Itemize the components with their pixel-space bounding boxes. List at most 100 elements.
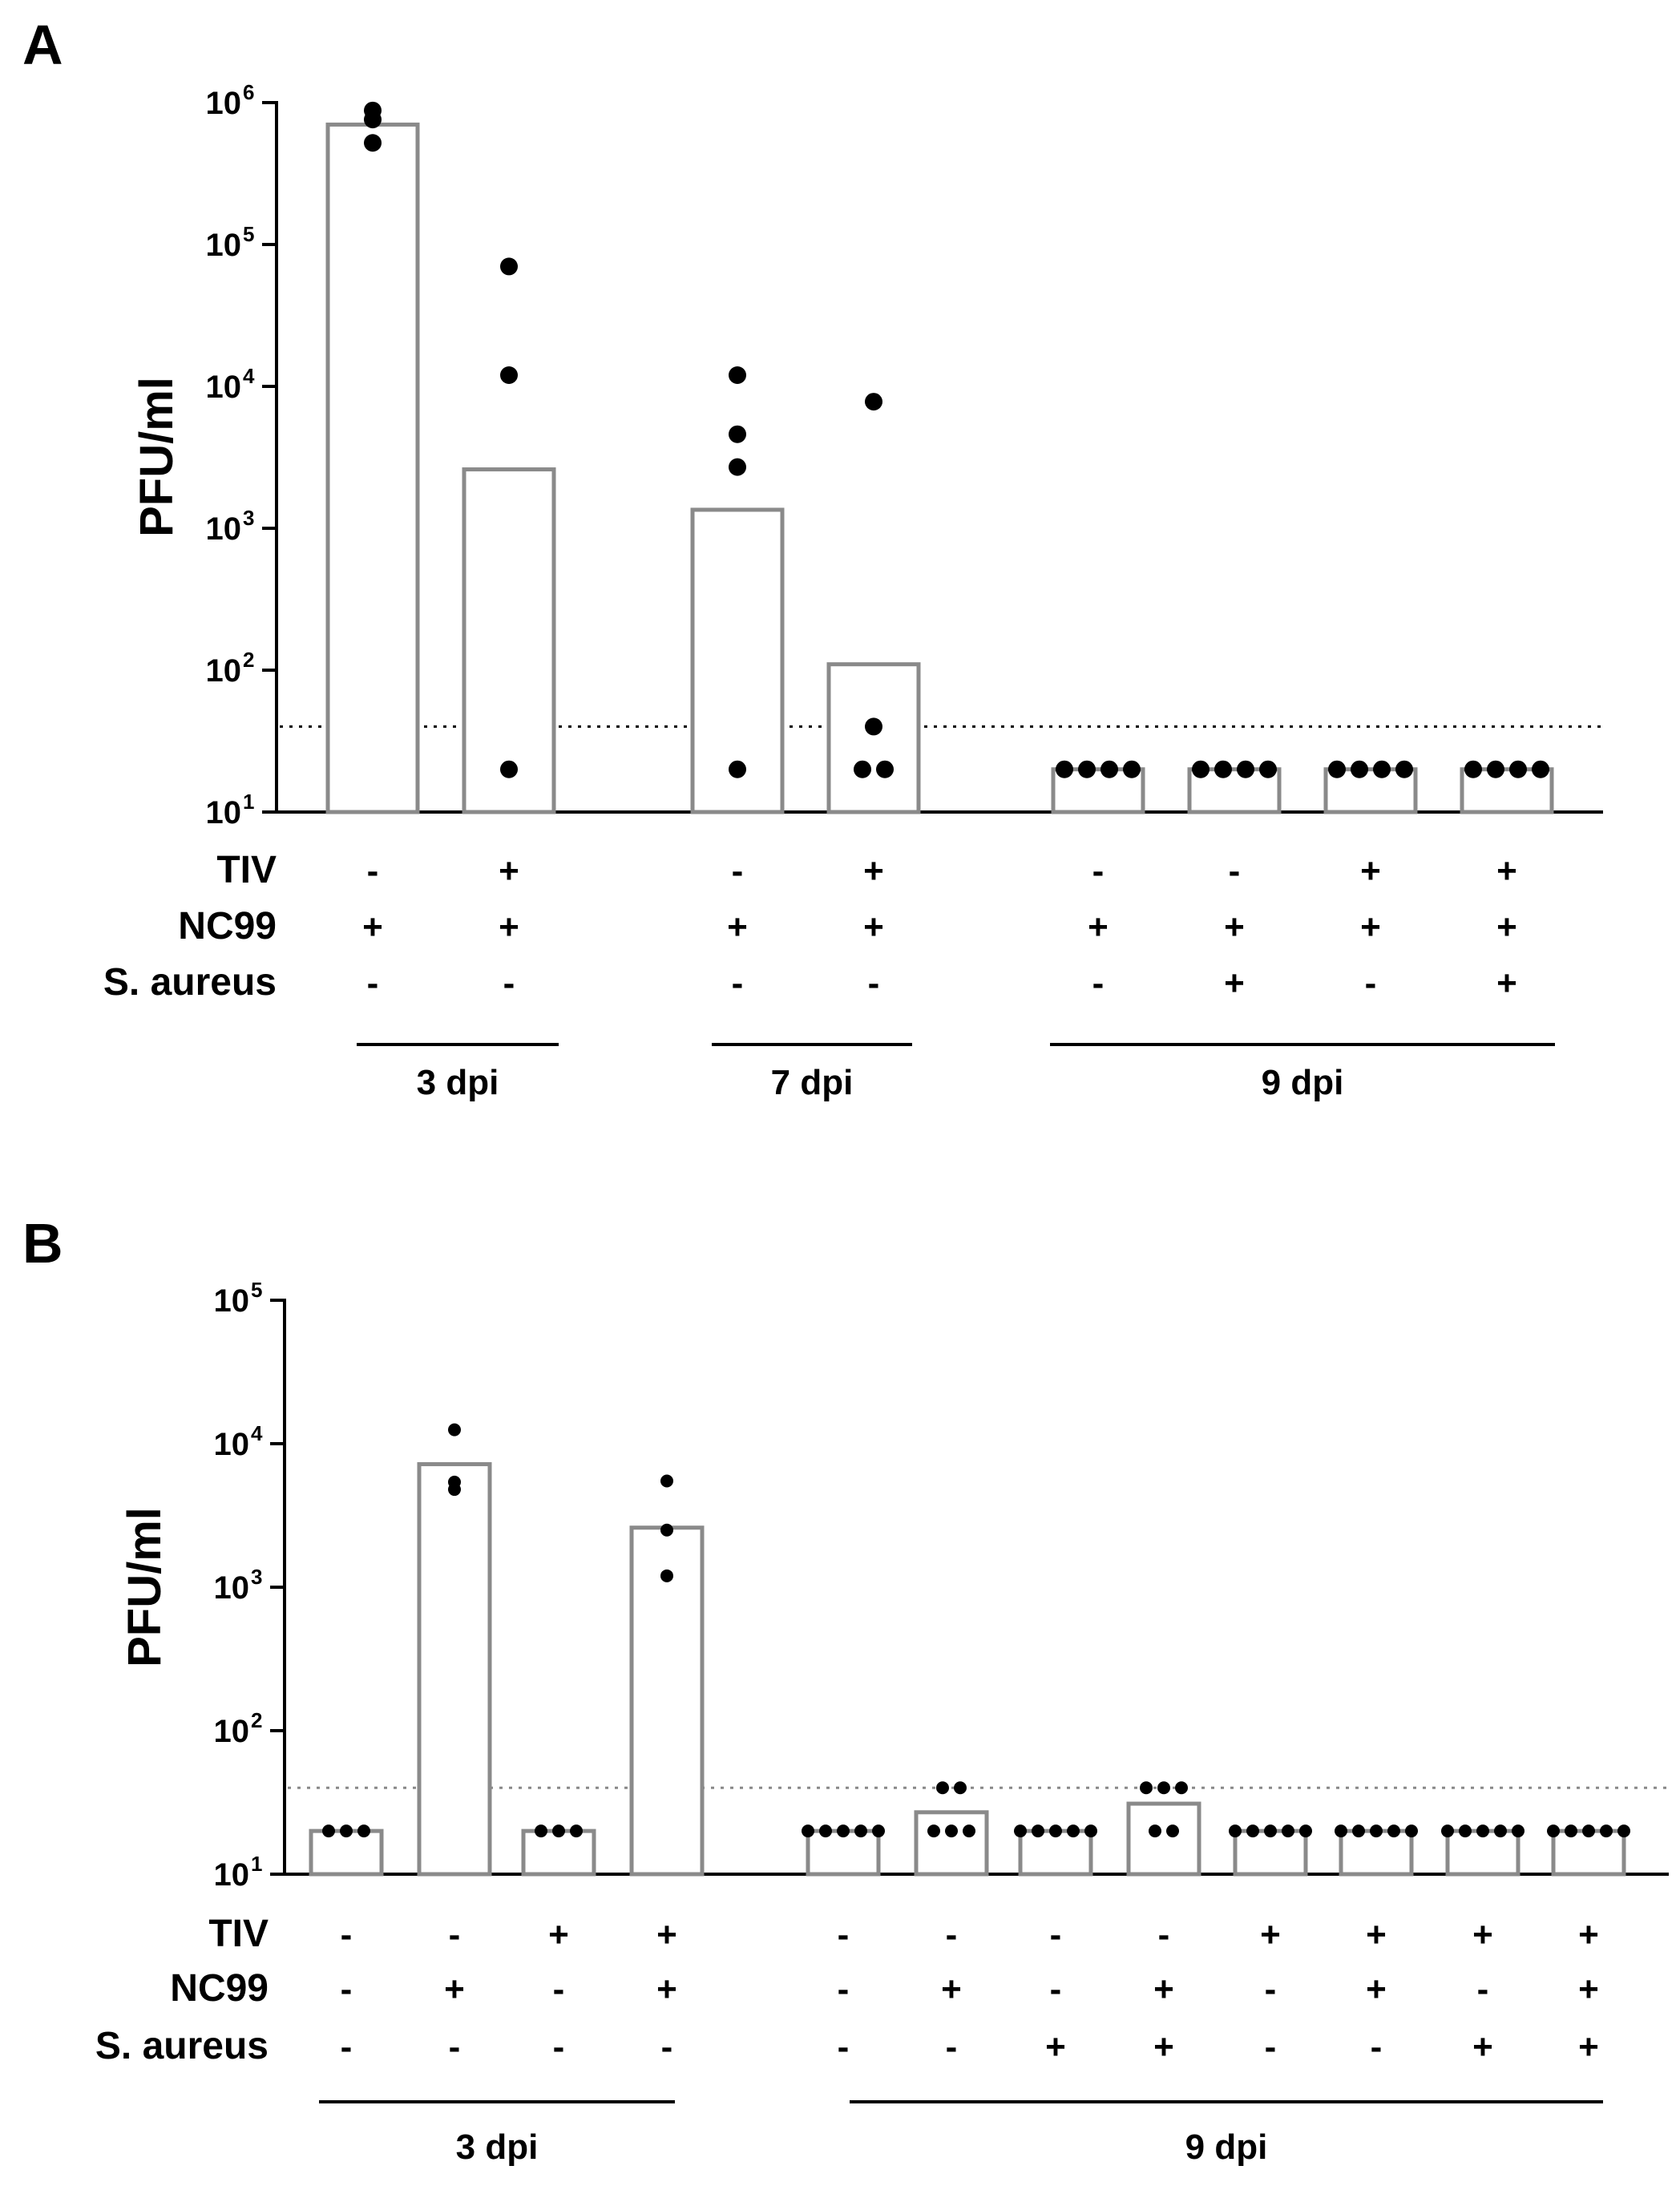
condition-sign: + — [1224, 964, 1245, 1003]
group-label: 7 dpi — [771, 1063, 854, 1102]
condition-sign: + — [1088, 907, 1109, 947]
condition-sign: + — [548, 1915, 569, 1954]
condition-sign: + — [863, 907, 884, 947]
bar — [1551, 1828, 1626, 1877]
condition-sign: - — [341, 2027, 353, 2067]
condition-sign: + — [1360, 907, 1381, 947]
data-point — [854, 760, 871, 778]
condition-sign: - — [1265, 1970, 1277, 2009]
condition-sign: + — [941, 1970, 962, 2009]
y-axis-label: PFU/ml — [119, 1507, 171, 1667]
data-point — [1084, 1824, 1097, 1838]
condition-sign: - — [732, 964, 744, 1003]
condition-sign: + — [1472, 1915, 1493, 1954]
data-point — [1441, 1824, 1454, 1838]
condition-sign: - — [1050, 1970, 1062, 2009]
panel-letter-a: A — [22, 14, 63, 76]
condition-sign: - — [553, 1970, 565, 2009]
condition-sign: - — [1229, 851, 1241, 891]
condition-row-label: S. aureus — [95, 2025, 269, 2067]
data-point — [872, 1824, 885, 1838]
panel-letter-b: B — [22, 1212, 63, 1275]
data-point — [927, 1824, 940, 1838]
y-tick-exponent: 5 — [251, 1278, 262, 1302]
y-tick-label: 10 — [206, 370, 242, 405]
data-point — [1192, 760, 1210, 778]
data-point — [865, 393, 882, 411]
data-point — [500, 760, 518, 778]
data-point — [1123, 760, 1141, 778]
bar — [417, 1462, 492, 1877]
data-point — [1582, 1824, 1595, 1838]
data-point — [954, 1781, 967, 1795]
data-point — [729, 458, 746, 476]
y-tick-label: 10 — [214, 1714, 250, 1749]
condition-sign: + — [1153, 2027, 1174, 2067]
condition-sign: + — [1153, 1970, 1174, 2009]
data-point — [1237, 760, 1254, 778]
condition-sign: - — [838, 1970, 850, 2009]
condition-sign: - — [732, 851, 744, 891]
bar — [1233, 1828, 1308, 1877]
y-tick-exponent: 4 — [251, 1421, 263, 1445]
data-point — [1157, 1781, 1170, 1795]
data-point — [1032, 1824, 1044, 1838]
condition-sign: + — [1496, 907, 1517, 947]
condition-sign: - — [838, 2027, 850, 2067]
y-tick-exponent: 3 — [251, 1565, 262, 1589]
condition-sign: + — [863, 851, 884, 891]
data-point — [1214, 760, 1232, 778]
condition-sign: + — [1360, 851, 1381, 891]
condition-sign: - — [449, 1915, 461, 1954]
data-point — [1351, 760, 1368, 778]
condition-sign: + — [444, 1970, 465, 2009]
data-point — [963, 1824, 975, 1838]
data-point — [729, 760, 746, 778]
data-point — [1352, 1824, 1365, 1838]
y-tick-label: 10 — [206, 795, 242, 830]
data-point — [500, 366, 518, 384]
data-point — [357, 1824, 370, 1838]
condition-row-label: TIV — [208, 1913, 269, 1955]
y-tick-exponent: 1 — [243, 790, 254, 814]
data-point — [1246, 1824, 1259, 1838]
y-tick-exponent: 5 — [243, 222, 254, 246]
condition-sign: - — [946, 2027, 958, 2067]
data-point — [1600, 1824, 1613, 1838]
bar — [1445, 1828, 1520, 1877]
condition-sign: - — [449, 2027, 461, 2067]
condition-sign: + — [1366, 1915, 1387, 1954]
condition-row-label: NC99 — [178, 905, 277, 948]
data-point — [1056, 760, 1073, 778]
y-tick-label: 10 — [214, 1570, 250, 1606]
condition-sign: + — [656, 1915, 677, 1954]
data-point — [865, 717, 882, 736]
condition-sign: - — [838, 1915, 850, 1954]
y-tick-label: 10 — [206, 86, 242, 121]
condition-sign: + — [1578, 1970, 1599, 2009]
condition-sign: + — [1260, 1915, 1281, 1954]
data-point — [570, 1824, 583, 1838]
condition-sign: + — [1472, 2027, 1493, 2067]
condition-sign: + — [1224, 907, 1245, 947]
data-point — [854, 1824, 867, 1838]
data-point — [364, 101, 382, 119]
data-point — [802, 1824, 814, 1838]
data-point — [1395, 760, 1413, 778]
data-point — [1264, 1824, 1277, 1838]
bar — [1018, 1828, 1093, 1877]
condition-sign: - — [868, 964, 880, 1003]
y-tick-exponent: 2 — [243, 648, 254, 672]
bar — [521, 1828, 596, 1877]
data-point — [1532, 760, 1549, 778]
condition-sign: + — [1496, 964, 1517, 1003]
data-point — [1494, 1824, 1507, 1838]
condition-sign: - — [341, 1970, 353, 2009]
condition-sign: - — [1477, 1970, 1489, 2009]
condition-sign: + — [656, 1970, 677, 2009]
data-point — [1464, 760, 1482, 778]
data-point — [1067, 1824, 1080, 1838]
data-point — [837, 1824, 850, 1838]
